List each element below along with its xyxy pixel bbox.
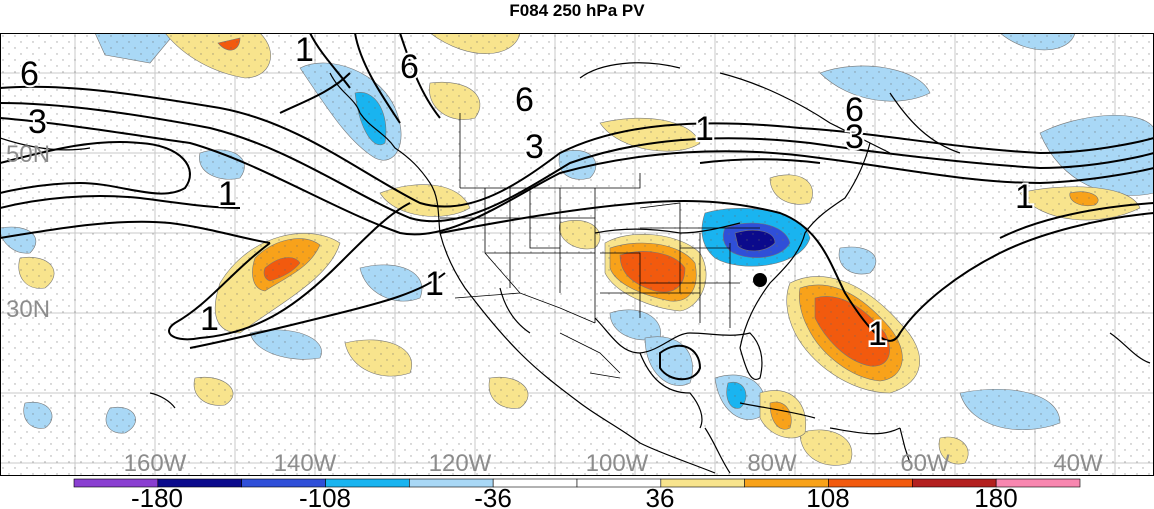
contour-label: 1 [868,315,887,353]
contour-label: 1 [695,110,714,148]
lat-label-30n: 30N [6,296,50,323]
lon-label-160w: 160W [124,450,187,477]
lon-label-80w: 80W [747,450,797,477]
contour-label: 6 [515,81,534,119]
colorbar-swatch [995,478,1081,488]
contour-label: 6 [400,48,419,86]
map-panel: 6 3 6 6 3 6 3 1 1 1 1 1 1 1 50N 30N 160W… [0,33,1154,477]
contour-label: 6 [845,91,864,129]
colorbar-tick-label: -180 [131,483,183,509]
colorbar-tick-label: 108 [806,483,849,509]
map-title: F084 250 hPa PV [509,1,645,20]
lat-label-50n: 50N [6,141,50,168]
colorbar-tick-label: -36 [474,483,512,509]
lon-label-100w: 100W [586,450,649,477]
contour-label: 1 [1015,178,1034,216]
contour-label: 1 [200,300,219,338]
colorbar [73,478,1081,488]
lon-label-140w: 140W [274,450,337,477]
colorbar-tick-label: 180 [974,483,1017,509]
contour-label: 1 [218,175,237,213]
contour-label: 1 [295,33,314,69]
colorbar-tick-label: 36 [646,483,675,509]
lon-label-60w: 60W [900,450,950,477]
lon-label-120w: 120W [429,450,492,477]
pv-map: 6 3 6 6 3 6 3 1 1 1 1 1 1 1 50N 30N 160W… [0,33,1154,509]
lon-label-40w: 40W [1053,450,1103,477]
pv-contours [0,33,1154,381]
contour-label: 3 [525,128,544,166]
contour-label: 1 [425,265,444,303]
location-marker [753,273,767,287]
contour-label: 3 [845,118,864,156]
colorbar-tick-label: -108 [299,483,351,509]
colorbar-labels: -180 -108 -36 36 108 180 [131,483,1018,509]
contour-label: 3 [28,103,47,141]
contour-labels: 6 3 6 6 3 6 3 1 1 1 1 1 1 1 [18,33,1036,355]
contour-label: 6 [20,55,39,93]
